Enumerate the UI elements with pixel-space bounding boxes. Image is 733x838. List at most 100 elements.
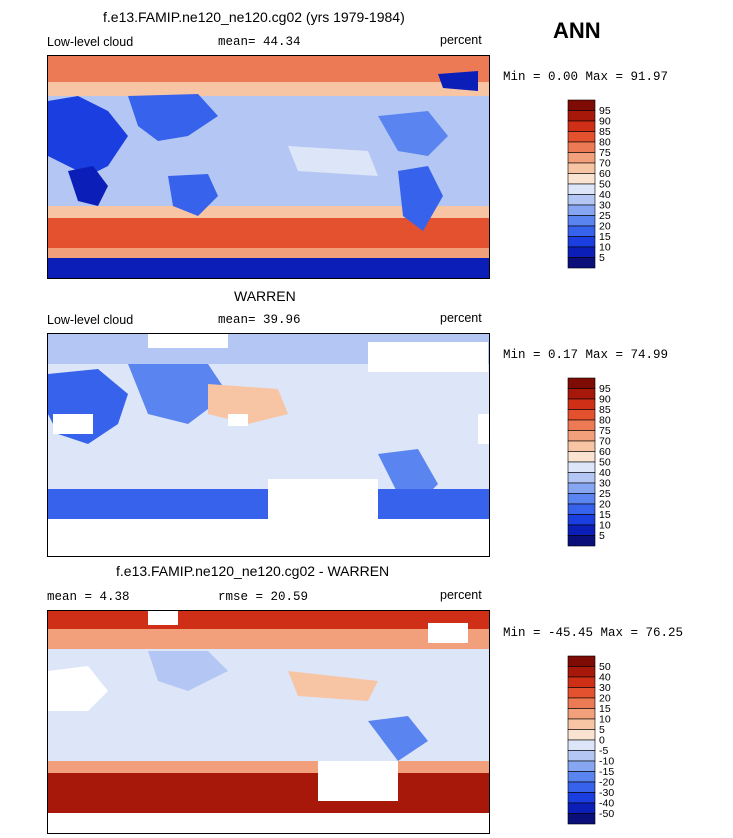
panel1-variable: Low-level cloud bbox=[47, 35, 134, 49]
colorbar-label: 40 bbox=[599, 467, 611, 479]
colorbar-label: 10 bbox=[599, 520, 611, 532]
panel3-minmax: Min = -45.45 Max = 76.25 bbox=[503, 626, 684, 640]
colorbar-label: 80 bbox=[599, 415, 611, 427]
colorbar-label: 80 bbox=[599, 137, 611, 149]
colorbar-box bbox=[567, 655, 596, 667]
panel2-minmax: Min = 0.17 Max = 74.99 bbox=[503, 348, 669, 362]
colorbar-label: 30 bbox=[599, 478, 611, 490]
colorbar-label: 40 bbox=[599, 672, 611, 684]
panel2-mean: mean= 39.96 bbox=[218, 313, 301, 327]
colorbar-box bbox=[567, 482, 596, 494]
colorbar-box bbox=[567, 99, 596, 111]
colorbar-box bbox=[567, 792, 596, 804]
colorbar-box bbox=[567, 451, 596, 463]
colorbar-box bbox=[567, 162, 596, 174]
colorbar-box bbox=[567, 430, 596, 442]
panel2-map bbox=[47, 333, 490, 557]
panel1-mean: mean= 44.34 bbox=[218, 35, 301, 49]
panel1-title: f.e13.FAMIP.ne120_ne120.cg02 (yrs 1979-1… bbox=[103, 9, 405, 25]
colorbar-label: 20 bbox=[599, 499, 611, 511]
colorbar-box bbox=[567, 204, 596, 216]
colorbar-box bbox=[567, 718, 596, 730]
season-label: ANN bbox=[553, 18, 601, 43]
colorbar-box bbox=[567, 120, 596, 132]
colorbar-label: 30 bbox=[599, 200, 611, 212]
colorbar-box bbox=[567, 236, 596, 248]
colorbar-box bbox=[567, 813, 596, 825]
colorbar-box bbox=[567, 183, 596, 195]
colorbar-box bbox=[567, 802, 596, 814]
colorbar-box bbox=[567, 708, 596, 720]
colorbar-box bbox=[567, 257, 596, 269]
colorbar-box bbox=[567, 472, 596, 484]
colorbar-box bbox=[567, 388, 596, 400]
colorbar-box bbox=[567, 666, 596, 678]
panel2-variable: Low-level cloud bbox=[47, 313, 134, 327]
colorbar-box bbox=[567, 687, 596, 699]
colorbar-label: 70 bbox=[599, 158, 611, 170]
colorbar-label: 60 bbox=[599, 446, 611, 458]
colorbar-box bbox=[567, 440, 596, 452]
colorbar-label: -50 bbox=[599, 808, 614, 820]
colorbar-box bbox=[567, 514, 596, 526]
colorbar-label: 60 bbox=[599, 168, 611, 180]
colorbar-box bbox=[567, 419, 596, 431]
colorbar-box bbox=[567, 771, 596, 783]
panel2-colorbar: 95 90 85 80 75 70 60 50 40 30 25 20 15 10 5 bbox=[567, 377, 627, 552]
colorbar-box bbox=[567, 215, 596, 227]
colorbar-box bbox=[567, 173, 596, 185]
colorbar-label: 75 bbox=[599, 147, 611, 159]
panel1-units: percent bbox=[440, 33, 482, 47]
colorbar-box bbox=[567, 110, 596, 122]
panel1-map bbox=[47, 55, 490, 279]
colorbar-label: 25 bbox=[599, 210, 611, 222]
panel1-minmax: Min = 0.00 Max = 91.97 bbox=[503, 70, 669, 84]
colorbar-label: 95 bbox=[599, 105, 611, 117]
colorbar-label: -30 bbox=[599, 787, 614, 799]
colorbar-label: 85 bbox=[599, 404, 611, 416]
colorbar-label: 5 bbox=[599, 724, 605, 736]
colorbar-box bbox=[567, 246, 596, 258]
colorbar-label: 15 bbox=[599, 509, 611, 521]
colorbar-label: 20 bbox=[599, 693, 611, 705]
colorbar-label: 40 bbox=[599, 189, 611, 201]
colorbar-box bbox=[567, 461, 596, 473]
panel3-title: f.e13.FAMIP.ne120_ne120.cg02 - WARREN bbox=[116, 563, 390, 579]
panel3-rmse: rmse = 20.59 bbox=[218, 590, 309, 604]
panel2-units: percent bbox=[440, 311, 482, 325]
colorbar-label: 30 bbox=[599, 682, 611, 694]
colorbar-box bbox=[567, 152, 596, 164]
colorbar-label: 50 bbox=[599, 661, 611, 673]
colorbar-label: -5 bbox=[599, 745, 608, 757]
colorbar-label: 50 bbox=[599, 179, 611, 191]
colorbar-box bbox=[567, 225, 596, 237]
colorbar-box bbox=[567, 750, 596, 762]
colorbar-label: 5 bbox=[599, 530, 605, 542]
colorbar-box bbox=[567, 697, 596, 709]
colorbar-label: 15 bbox=[599, 703, 611, 715]
colorbar-label: 10 bbox=[599, 714, 611, 726]
colorbar-box bbox=[567, 131, 596, 143]
colorbar-box bbox=[567, 409, 596, 421]
colorbar-box bbox=[567, 398, 596, 410]
colorbar-label: 20 bbox=[599, 221, 611, 233]
colorbar-label: 90 bbox=[599, 394, 611, 406]
colorbar-box bbox=[567, 503, 596, 515]
panel3-map-svg bbox=[48, 611, 489, 833]
colorbar-box bbox=[567, 729, 596, 741]
colorbar-label: 95 bbox=[599, 383, 611, 395]
colorbar-label: 15 bbox=[599, 231, 611, 243]
colorbar-label: 5 bbox=[599, 252, 605, 264]
colorbar-box bbox=[567, 141, 596, 153]
colorbar-box bbox=[567, 760, 596, 772]
colorbar-label: 85 bbox=[599, 126, 611, 138]
colorbar-label: 75 bbox=[599, 425, 611, 437]
panel2-title: WARREN bbox=[234, 288, 296, 304]
colorbar-box bbox=[567, 535, 596, 547]
colorbar-box bbox=[567, 493, 596, 505]
colorbar-label: 70 bbox=[599, 436, 611, 448]
colorbar-label: -20 bbox=[599, 777, 614, 789]
colorbar-box bbox=[567, 194, 596, 206]
